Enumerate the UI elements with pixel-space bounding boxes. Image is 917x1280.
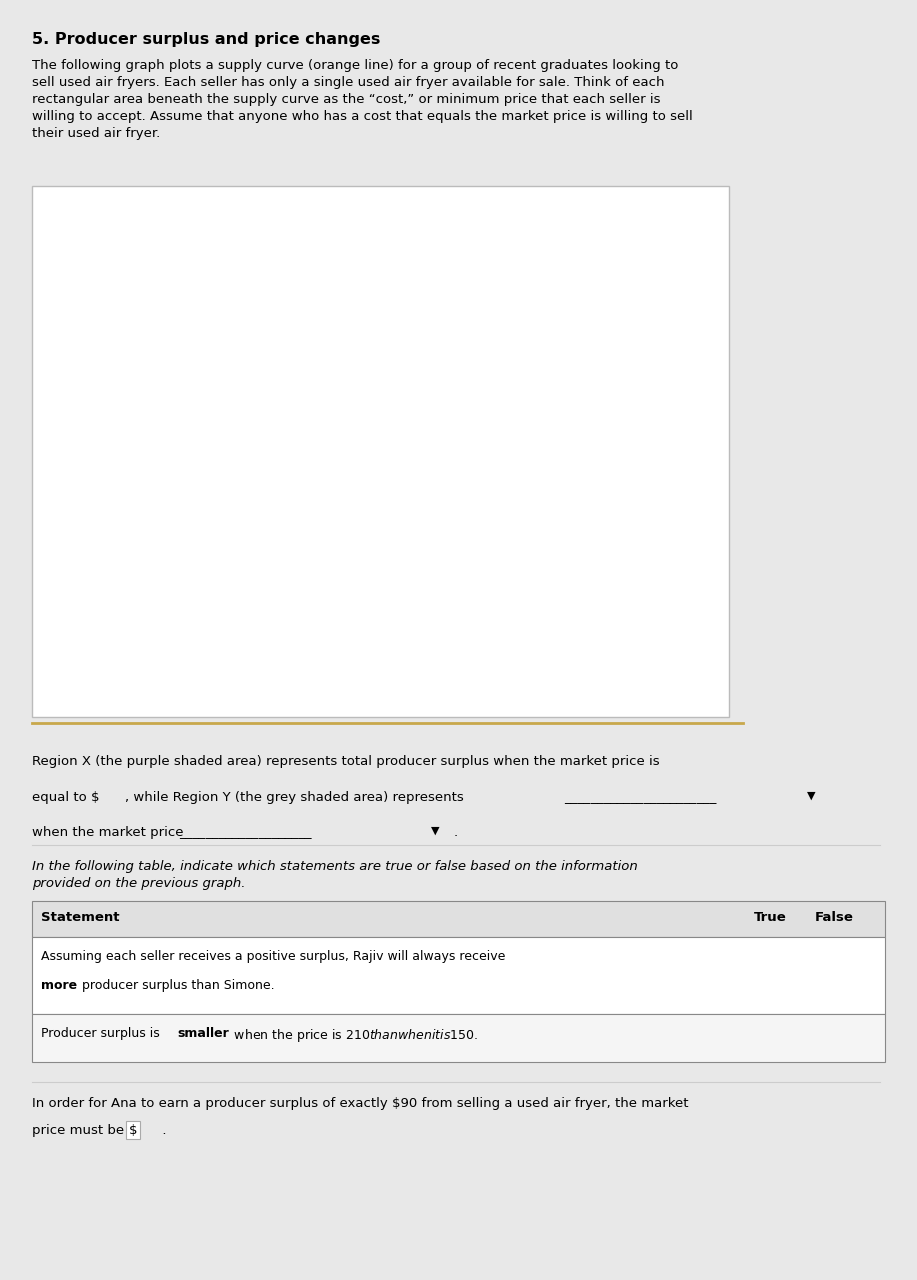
Text: Y: Y <box>220 449 228 463</box>
X-axis label: QUANTITY (Used air fryers): QUANTITY (Used air fryers) <box>305 696 456 707</box>
Text: Simone: Simone <box>364 506 403 516</box>
Text: .: . <box>454 826 458 838</box>
Text: ?: ? <box>618 247 625 262</box>
Text: smaller: smaller <box>177 1027 228 1039</box>
Text: more: more <box>41 979 77 992</box>
Text: producer surplus than Simone.: producer surplus than Simone. <box>78 979 274 992</box>
Circle shape <box>760 1021 780 1055</box>
Polygon shape <box>105 428 359 497</box>
Text: Producer surplus is: Producer surplus is <box>41 1027 164 1039</box>
Text: X: X <box>219 561 228 575</box>
Text: Ana: Ana <box>533 366 553 376</box>
Text: 0, 30: 0, 30 <box>116 632 142 643</box>
Text: In order for Ana to earn a producer surplus of exactly $90 from selling a used a: In order for Ana to earn a producer surp… <box>32 1097 689 1110</box>
Text: Statement: Statement <box>41 911 120 924</box>
Text: when the market price: when the market price <box>32 826 183 838</box>
Text: $: $ <box>128 1124 137 1137</box>
Text: Kevin: Kevin <box>118 698 147 708</box>
Circle shape <box>824 959 845 992</box>
Text: equal to $      , while Region Y (the grey shaded area) represents: equal to $ , while Region Y (the grey sh… <box>32 791 464 804</box>
Text: Region X (the purple shaded area) represents total producer surplus when the mar: Region X (the purple shaded area) repres… <box>32 755 659 768</box>
Text: True: True <box>754 911 787 924</box>
Text: ▼: ▼ <box>431 826 439 836</box>
Y-axis label: PRICE (Dollars per used air fryer): PRICE (Dollars per used air fryer) <box>59 353 68 536</box>
Text: price must be $      .: price must be $ . <box>32 1124 167 1137</box>
Text: Yakov: Yakov <box>448 402 478 411</box>
Text: _______________________: _______________________ <box>564 791 716 804</box>
Text: Assuming each seller receives a positive surplus, Rajiv will always receive: Assuming each seller receives a positive… <box>41 950 505 963</box>
Polygon shape <box>105 497 359 672</box>
Circle shape <box>824 1021 845 1055</box>
Text: False: False <box>815 911 854 924</box>
Text: The following graph plots a supply curve (orange line) for a group of recent gra: The following graph plots a supply curve… <box>32 59 693 140</box>
Text: when the price is $210 than when it is $150.: when the price is $210 than when it is $… <box>230 1027 479 1043</box>
Text: 5. Producer surplus and price changes: 5. Producer surplus and price changes <box>32 32 381 47</box>
Text: Maria: Maria <box>194 570 224 579</box>
Text: ____________________: ____________________ <box>179 826 311 838</box>
Text: Rajiv: Rajiv <box>279 541 304 552</box>
Text: In the following table, indicate which statements are true or false based on the: In the following table, indicate which s… <box>32 860 638 890</box>
Circle shape <box>760 959 780 992</box>
Text: ▼: ▼ <box>807 791 815 801</box>
